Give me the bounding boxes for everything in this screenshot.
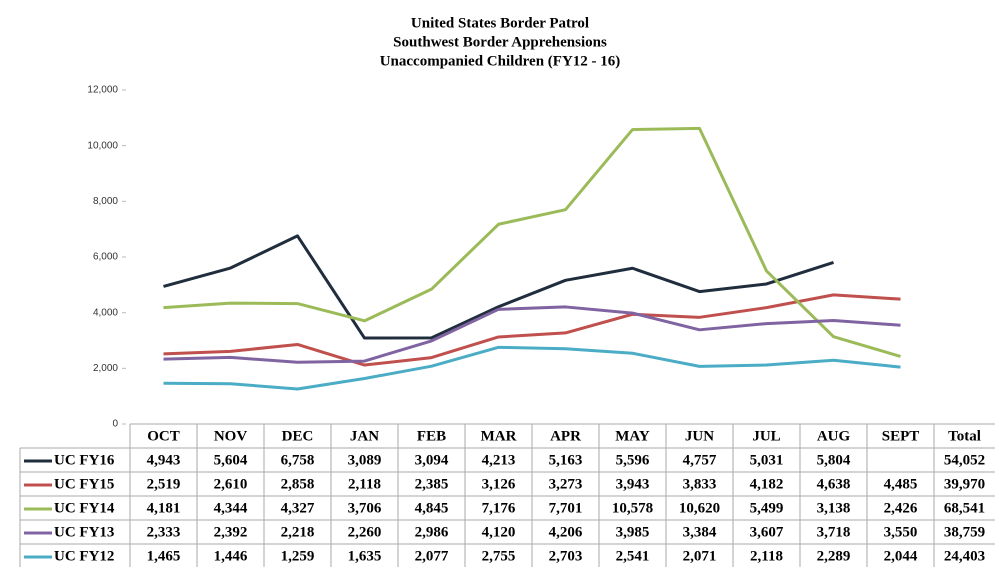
table-value: 3,943 bbox=[616, 476, 650, 492]
table-value: 5,499 bbox=[750, 500, 784, 516]
table-value: 1,259 bbox=[281, 548, 315, 564]
table-header: Total bbox=[948, 428, 981, 444]
table-total: 68,541 bbox=[944, 500, 985, 516]
table-total: 54,052 bbox=[944, 452, 985, 468]
x-tick-label: FEB bbox=[417, 428, 446, 444]
table-total: 39,970 bbox=[944, 476, 985, 492]
x-tick-label: NOV bbox=[214, 428, 248, 444]
table-value: 4,845 bbox=[415, 500, 449, 516]
table-value: 2,392 bbox=[214, 524, 248, 540]
table-value: 2,260 bbox=[348, 524, 382, 540]
table-value: 2,118 bbox=[348, 476, 381, 492]
table-value: 5,163 bbox=[549, 452, 583, 468]
series-line bbox=[163, 345, 901, 391]
table-value: 4,181 bbox=[147, 500, 181, 516]
y-tick-label: 10,000 bbox=[87, 140, 118, 151]
table-value: 3,706 bbox=[348, 500, 382, 516]
series-line bbox=[163, 126, 901, 358]
table-value: 2,385 bbox=[415, 476, 449, 492]
table-value: 3,094 bbox=[415, 452, 449, 468]
table-value: 2,986 bbox=[415, 524, 449, 540]
table-value: 3,718 bbox=[817, 524, 851, 540]
table-value: 3,273 bbox=[549, 476, 583, 492]
table-value: 3,138 bbox=[817, 500, 851, 516]
table-value: 2,541 bbox=[616, 548, 650, 564]
table-value: 4,485 bbox=[884, 476, 918, 492]
y-tick-label: 2,000 bbox=[93, 363, 118, 374]
table-value: 5,031 bbox=[750, 452, 784, 468]
x-tick-label: JUN bbox=[685, 428, 714, 444]
table-value: 2,610 bbox=[214, 476, 248, 492]
x-tick-label: JUL bbox=[752, 428, 780, 444]
table-value: 3,089 bbox=[348, 452, 382, 468]
table-value: 4,943 bbox=[147, 452, 181, 468]
table-value: 7,176 bbox=[482, 500, 516, 516]
table-value: 3,550 bbox=[884, 524, 918, 540]
y-tick-label: 12,000 bbox=[87, 85, 118, 96]
table-value: 1,446 bbox=[214, 548, 248, 564]
x-tick-label: APR bbox=[550, 428, 581, 444]
legend-label: UC FY13 bbox=[54, 524, 114, 540]
table-value: 3,833 bbox=[683, 476, 717, 492]
table-value: 10,578 bbox=[612, 500, 653, 516]
table-value: 3,985 bbox=[616, 524, 650, 540]
x-tick-label: JAN bbox=[350, 428, 379, 444]
table-value: 2,071 bbox=[683, 548, 717, 564]
table-value: 7,701 bbox=[549, 500, 583, 516]
y-tick-label: 0 bbox=[112, 419, 118, 430]
table-value: 3,384 bbox=[683, 524, 717, 540]
x-tick-label: MAY bbox=[615, 428, 650, 444]
series-line bbox=[163, 234, 834, 340]
legend-label: UC FY16 bbox=[54, 452, 115, 468]
table-value: 4,206 bbox=[549, 524, 583, 540]
table-value: 4,344 bbox=[214, 500, 248, 516]
table-value: 2,118 bbox=[750, 548, 783, 564]
table-value: 4,120 bbox=[482, 524, 516, 540]
table-value: 3,126 bbox=[482, 476, 516, 492]
table-value: 2,289 bbox=[817, 548, 851, 564]
table-value: 2,755 bbox=[482, 548, 516, 564]
legend-label: UC FY15 bbox=[54, 476, 114, 492]
series-line bbox=[163, 293, 901, 367]
table-value: 4,638 bbox=[817, 476, 851, 492]
table-total: 24,403 bbox=[944, 548, 985, 564]
x-tick-label: MAR bbox=[481, 428, 517, 444]
table-value: 4,213 bbox=[482, 452, 516, 468]
table-value: 6,758 bbox=[281, 452, 315, 468]
table-value: 2,218 bbox=[281, 524, 315, 540]
table-value: 2,077 bbox=[415, 548, 449, 564]
table-value: 5,804 bbox=[817, 452, 851, 468]
table-value: 5,596 bbox=[616, 452, 650, 468]
chart-title: United States Border Patrol bbox=[411, 15, 589, 31]
table-value: 1,635 bbox=[348, 548, 382, 564]
table-value: 1,465 bbox=[147, 548, 181, 564]
y-tick-label: 6,000 bbox=[93, 252, 118, 263]
series-line bbox=[163, 305, 901, 364]
y-tick-label: 4,000 bbox=[93, 307, 118, 318]
x-tick-label: DEC bbox=[282, 428, 314, 444]
table-value: 2,858 bbox=[281, 476, 315, 492]
chart-title: Southwest Border Apprehensions bbox=[393, 34, 607, 50]
legend-label: UC FY12 bbox=[54, 548, 114, 564]
x-tick-label: AUG bbox=[817, 428, 851, 444]
y-tick-label: 8,000 bbox=[93, 196, 118, 207]
table-value: 5,604 bbox=[214, 452, 248, 468]
legend-label: UC FY14 bbox=[54, 500, 115, 516]
table-value: 2,703 bbox=[549, 548, 583, 564]
table-value: 2,426 bbox=[884, 500, 918, 516]
x-tick-label: OCT bbox=[147, 428, 180, 444]
table-value: 4,757 bbox=[683, 452, 717, 468]
table-value: 2,333 bbox=[147, 524, 181, 540]
table-value: 2,519 bbox=[147, 476, 181, 492]
table-value: 10,620 bbox=[679, 500, 720, 516]
table-value: 3,607 bbox=[750, 524, 784, 540]
table-value: 4,182 bbox=[750, 476, 784, 492]
table-value: 4,327 bbox=[281, 500, 315, 516]
chart-title: Unaccompanied Children (FY12 - 16) bbox=[380, 53, 621, 69]
table-value: 2,044 bbox=[884, 548, 918, 564]
x-tick-label: SEPT bbox=[882, 428, 920, 444]
table-total: 38,759 bbox=[944, 524, 985, 540]
